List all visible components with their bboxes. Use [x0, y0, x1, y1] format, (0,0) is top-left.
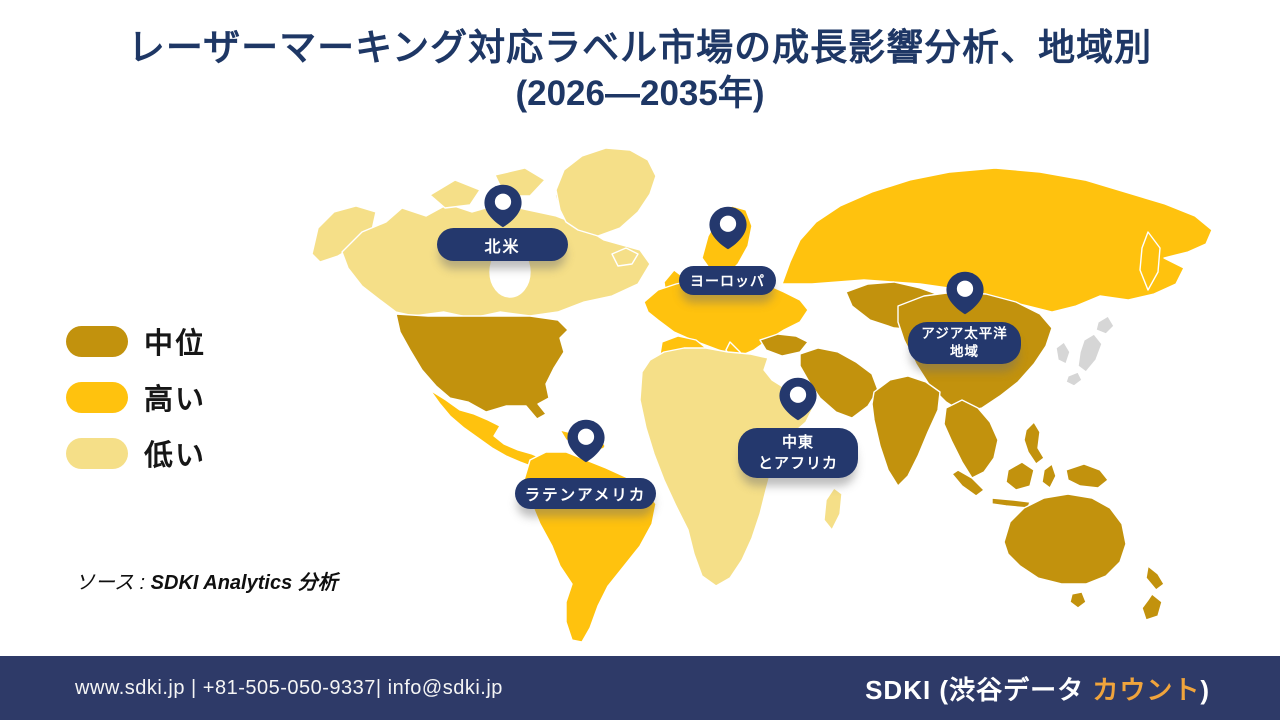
title-line2: (2026—2035年) — [515, 74, 765, 114]
region-philippines — [1023, 421, 1045, 465]
pin-group-asia-pacific: アジア太平洋 地域 — [908, 271, 1021, 364]
legend-swatch-low — [66, 437, 128, 469]
region-indonesia — [991, 497, 1031, 509]
footer-brand-accent: カウント — [1092, 674, 1201, 705]
region-iceland — [611, 247, 639, 267]
region-japan — [1095, 315, 1115, 335]
region-madagascar — [823, 487, 843, 531]
footer-brand-prefix: SDKI (渋谷データ — [865, 674, 1093, 705]
footer-contact: www.sdki.jp | +81-505-050-9337| info@sdk… — [75, 676, 503, 699]
page-title: レーザーマーキング対応ラベル市場の成長影響分析、地域別 (2026—2035年) — [0, 24, 1280, 116]
region-new-zealand — [1145, 565, 1165, 591]
region-tasmania — [1069, 591, 1087, 609]
source-prefix: ソース : — [75, 572, 151, 594]
legend-label-medium: 中位 — [144, 328, 207, 360]
region-korea — [1055, 341, 1071, 365]
region-alaska — [311, 205, 377, 263]
region-indonesia — [1005, 461, 1035, 491]
region-russia — [781, 167, 1213, 313]
footer-brand-suffix: ) — [1200, 674, 1210, 705]
region-japan — [1077, 333, 1103, 373]
region-label-north-america: 北米 — [437, 228, 568, 261]
pin-group-middle-east-africa: 中東 とアフリカ — [738, 377, 858, 478]
region-arctic-islands — [429, 179, 481, 209]
region-southeast-asia — [943, 399, 999, 479]
region-turkey — [759, 333, 809, 357]
region-new-guinea — [1065, 463, 1109, 489]
region-label-middle-east-africa: 中東 とアフリカ — [738, 428, 858, 478]
legend: 中位 高い 低い — [66, 320, 206, 488]
legend-item-low: 低い — [66, 432, 206, 474]
legend-label-high: 高い — [144, 384, 207, 416]
map-pin-icon — [566, 419, 605, 463]
legend-item-medium: 中位 — [66, 320, 206, 362]
map-pin-icon — [483, 184, 522, 228]
region-middle-east — [799, 347, 879, 419]
region-usa — [395, 313, 569, 420]
map-pin-icon — [708, 206, 747, 250]
legend-item-high: 高い — [66, 376, 206, 418]
title-line1: レーザーマーキング対応ラベル市場の成長影響分析、地域別 — [127, 27, 1153, 68]
pin-group-latin-america: ラテンアメリカ — [515, 419, 656, 509]
footer-brand: SDKI (渋谷データ カウント) — [865, 670, 1210, 707]
map-pin-icon — [945, 271, 984, 315]
source-note: ソース : SDKI Analytics 分析 — [75, 566, 338, 595]
region-australia — [1003, 493, 1127, 585]
region-label-latin-america: ラテンアメリカ — [515, 478, 656, 509]
pin-group-north-america: 北米 — [437, 184, 568, 261]
map-pin-icon — [779, 377, 817, 421]
region-indonesia — [1041, 463, 1057, 489]
region-japan — [1065, 371, 1083, 387]
region-kamchatka — [1139, 231, 1161, 291]
legend-swatch-medium — [66, 325, 128, 357]
source-suffix: 分析 — [292, 572, 338, 594]
region-new-zealand — [1141, 593, 1163, 621]
legend-swatch-high — [66, 381, 128, 413]
region-indonesia — [951, 469, 985, 497]
legend-label-low: 低い — [144, 440, 207, 472]
region-label-asia-pacific: アジア太平洋 地域 — [908, 322, 1021, 364]
region-greenland — [555, 147, 657, 237]
region-india — [871, 375, 941, 487]
region-label-europe: ヨーロッパ — [679, 266, 776, 295]
source-brand: SDKI Analytics — [150, 572, 293, 594]
footer-bar: www.sdki.jp | +81-505-050-9337| info@sdk… — [0, 656, 1280, 720]
pin-group-europe: ヨーロッパ — [679, 206, 776, 295]
